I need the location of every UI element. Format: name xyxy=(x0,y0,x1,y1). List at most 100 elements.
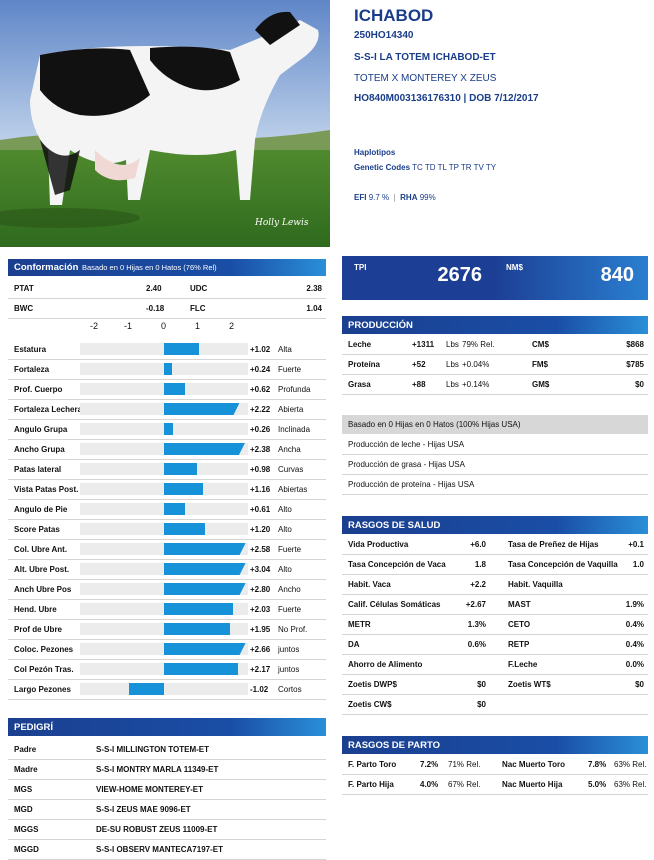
nm-label: NM$ xyxy=(506,263,523,272)
trait-value: +2.22 xyxy=(250,405,271,414)
calving-title: RASGOS DE PARTO xyxy=(348,740,441,751)
health-value: +2.67 xyxy=(465,600,486,609)
scale-tick: 0 xyxy=(161,321,167,331)
health-table: Vida Productiva +6.0 Tasa de Preñez de Hij… xyxy=(342,534,648,715)
trait-row: Prof de Ubre +1.95 No Prof. xyxy=(8,619,326,640)
health-value: 0.6% xyxy=(467,640,486,649)
id-dob: HO840M003136176310 | DOB 7/12/2017 xyxy=(354,93,539,104)
health-row: Ahorro de Alimento F.Leche 0.0% xyxy=(342,654,648,675)
pedigree-relation: MGGD xyxy=(14,845,39,854)
trait-name: Anch Ubre Pos xyxy=(14,585,72,594)
trait-value: +2.03 xyxy=(250,605,271,614)
trait-bar xyxy=(164,563,246,575)
summary-row: PTAT 2.40 UDC 2.38 xyxy=(8,278,326,299)
conformation-header: Conformación Basado en 0 Hijas en 0 Hato… xyxy=(8,259,326,276)
nm-value: 840 xyxy=(600,264,634,286)
scale-tick: 2 xyxy=(229,321,235,331)
calving-value: 7.2% xyxy=(420,760,439,769)
trait-bar xyxy=(164,343,199,355)
trait-value: +2.38 xyxy=(250,445,271,454)
scale-tick: 1 xyxy=(195,321,201,331)
bull-name: ICHABOD xyxy=(354,6,434,25)
production-table: Leche +1311 Lbs 79% Rel. CM$ $868 Proteína +52 L… xyxy=(342,334,648,395)
trait-name: Coloc. Pezones xyxy=(14,645,74,654)
trait-scale: -2 -1 0 1 2 xyxy=(8,321,326,337)
production-title: PRODUCCIÓN xyxy=(348,320,413,331)
health-trait: Ahorro de Alimento xyxy=(348,660,423,669)
trait-desc: Cortos xyxy=(278,685,302,694)
cow-photo: Holly Lewis xyxy=(0,0,330,247)
trait-name: Estatura xyxy=(14,345,47,354)
pedigree-animal: S-S-I MILLINGTON TOTEM-ET xyxy=(96,745,210,754)
trait-value: +0.62 xyxy=(250,385,271,394)
trait-bar xyxy=(164,583,246,595)
trait-value: +2.80 xyxy=(250,585,271,594)
trait-row: Ancho Grupa +2.38 Ancha xyxy=(8,439,326,460)
trait-desc: Alto xyxy=(278,505,292,514)
udc-label: UDC xyxy=(190,284,208,293)
health-value: 0.4% xyxy=(625,620,644,629)
trait-bar xyxy=(164,383,186,395)
trait-row: Score Patas +1.20 Alto xyxy=(8,519,326,540)
trait-name: Fortaleza xyxy=(14,365,50,374)
calving-trait: F. Parto Toro xyxy=(348,760,397,769)
rha-label: RHA xyxy=(400,193,418,202)
production-rel: 79% Rel. xyxy=(462,340,495,349)
health-value: 1.0 xyxy=(632,560,644,569)
pedigree-relation: MGGS xyxy=(14,825,39,834)
scale-tick: -1 xyxy=(124,321,133,331)
production-index-value: $0 xyxy=(635,380,644,389)
daughters-header: Basado en 0 Hijas en 0 Hatos (100% Hijas… xyxy=(342,415,648,434)
health-trait: METR xyxy=(348,620,371,629)
efi-rha: EFI 9.7 % | RHA 99% xyxy=(354,193,436,202)
production-row: Grasa +88 Lbs +0.14% GM$ $0 xyxy=(342,374,648,395)
pedigree-row: MGS VIEW-HOME MONTEREY-ET xyxy=(8,779,326,800)
pedigree-animal: S-S-I MONTRY MARLA 11349-ET xyxy=(96,765,219,774)
pedigree-row: MGGD S-S-I OBSERV MANTECA7197-ET xyxy=(8,839,326,860)
trait-bar xyxy=(164,443,245,455)
trait-row: Anch Ubre Pos +2.80 Ancho xyxy=(8,579,326,600)
health-trait: Habit. Vaca xyxy=(348,580,391,589)
trait-value: +1.95 xyxy=(250,625,271,634)
trait-bar xyxy=(164,523,205,535)
conformation-title: Conformación xyxy=(14,262,79,273)
production-trait: Leche xyxy=(348,340,372,349)
health-trait: Zoetis DWP$ xyxy=(348,680,397,689)
health-value: +2.2 xyxy=(470,580,486,589)
pedigree-relation: MGS xyxy=(14,785,33,794)
pedigree-line: TOTEM X MONTEREY X ZEUS xyxy=(354,73,497,84)
bwc-label: BWC xyxy=(14,304,34,313)
efi-label: EFI xyxy=(354,193,367,202)
pedigree-animal: DE-SU ROBUST ZEUS 11009-ET xyxy=(96,825,218,834)
trait-desc: Ancho xyxy=(278,585,301,594)
bull-code: 250HO14340 xyxy=(354,30,414,41)
pedigree-row: MGD S-S-I ZEUS MAE 9096-ET xyxy=(8,799,326,820)
production-index-label: GM$ xyxy=(532,380,550,389)
health-trait: DA xyxy=(348,640,360,649)
trait-bar xyxy=(164,623,231,635)
production-unit: Lbs xyxy=(446,340,459,349)
production-index-value: $868 xyxy=(626,340,644,349)
trait-bar xyxy=(164,403,239,415)
rha-value: 99% xyxy=(419,193,436,202)
trait-desc: Fuerte xyxy=(278,365,302,374)
genetic-codes: Genetic Codes TC TD TL TP TR TV TY xyxy=(354,163,496,172)
production-trait: Proteína xyxy=(348,360,381,369)
trait-row: Largo Pezones -1.02 Cortos xyxy=(8,679,326,700)
health-value: $0 xyxy=(635,680,644,689)
calving-row: F. Parto Toro 7.2% 71% Rel. Nac Muerto Toro… xyxy=(342,754,648,775)
photo-signature: Holly Lewis xyxy=(254,218,309,228)
health-row: Calif. Células Somáticas +2.67 MAST 1.9% xyxy=(342,594,648,615)
health-trait: Zoetis CW$ xyxy=(348,700,392,709)
production-index-label: CM$ xyxy=(532,340,549,349)
scale-tick: -2 xyxy=(90,321,99,331)
health-row: Zoetis DWP$ $0 Zoetis WT$ $0 xyxy=(342,674,648,695)
trait-desc: Ancha xyxy=(278,445,301,454)
conformation-traits: Estatura +1.02 Alta Fortaleza +0.24 Fuerte Pro… xyxy=(8,339,326,700)
production-row: Leche +1311 Lbs 79% Rel. CM$ $868 xyxy=(342,334,648,355)
pedigree-table: Padre S-S-I MILLINGTON TOTEM-ET Madre S-S-I… xyxy=(8,739,326,860)
summary-row: BWC -0.18 FLC 1.04 xyxy=(8,298,326,319)
trait-desc: Curvas xyxy=(278,465,304,474)
daughters-row: Producción de grasa - Hijas USA xyxy=(342,454,648,475)
health-value: 0.4% xyxy=(625,640,644,649)
